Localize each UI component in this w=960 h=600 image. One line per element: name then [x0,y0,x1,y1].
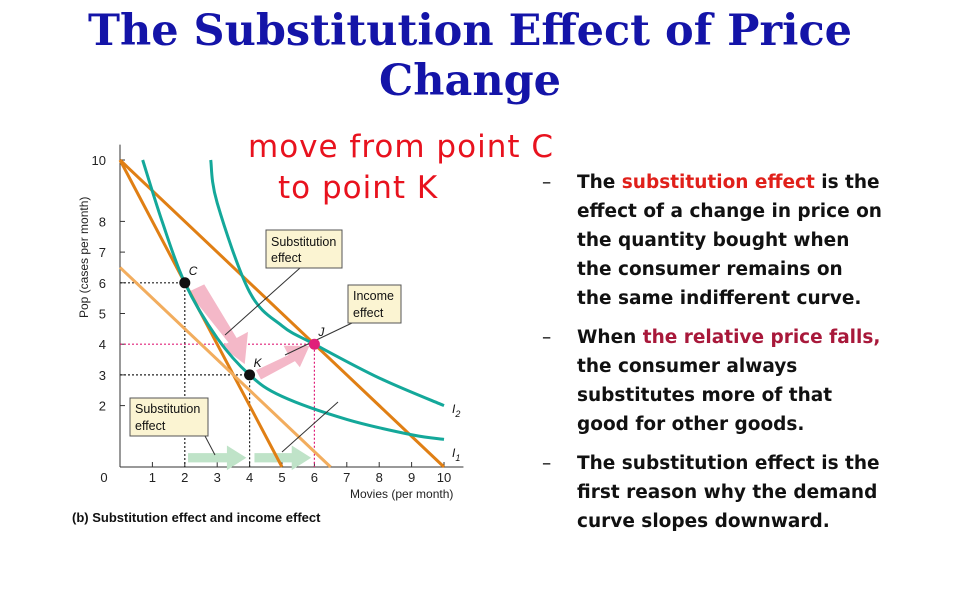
bullet-text: The [577,172,622,193]
leader-subst-top [224,267,301,336]
bullet-text: the consumer always substitutes more of … [577,356,833,435]
budget-line [118,266,332,469]
leader-income [284,322,353,356]
bullet-item: – The substitution effect is the effect o… [542,168,882,313]
bullet-text: The substitution effect is the first rea… [577,453,880,532]
income-effect-box: Income effect [347,284,402,324]
box-income-line2: effect [353,306,384,320]
leader-income-bottom [281,401,339,453]
green-arrow-1 [188,445,247,471]
guide-j [120,343,315,467]
box-bottom-line1: Substitution [135,402,200,416]
leader-subst-bottom [204,435,216,456]
pink-arrow-ck [188,284,248,365]
x-tick-label: 1 [149,470,156,485]
bullet-list: – The substitution effect is the effect o… [542,168,882,546]
y-tick-label: 5 [99,307,106,322]
y-tick-label: 4 [99,337,106,352]
y-tick-label: 6 [99,276,106,291]
budget-line [118,158,446,469]
point-c [179,277,191,289]
y-tick-label: 2 [99,399,106,414]
x-tick-label: 10 [437,470,451,485]
box-bottom-line2: effect [135,419,166,433]
box-top-line1: Substitution [271,235,336,249]
bullet-highlight: substitution effect [621,172,815,193]
x-tick-label: 0 [100,470,107,485]
bullet-item: – The substitution effect is the first re… [542,449,882,536]
x-axis-label: Movies (per month) [350,487,453,501]
x-tick-label: 2 [181,470,188,485]
substitution-effect-box-bottom: Substitution effect [129,397,209,437]
y-tick-label: 8 [99,214,106,229]
bullet-dash: – [542,172,552,193]
y-tick-label: 10 [92,153,106,168]
bullet-dash: – [542,453,552,474]
annotation-line2: to point K [278,170,438,206]
x-tick-label: 6 [311,470,318,485]
y-tick-label: 3 [99,368,106,383]
bullet-text: is the effect of a change in price on th… [577,172,882,309]
x-tick-label: 5 [278,470,285,485]
figure-caption: (b) Substitution effect and income effec… [72,510,321,525]
y-tick-label: 7 [99,245,106,260]
annotation-line1: move from point C [248,129,554,165]
x-tick-label: 3 [214,470,221,485]
box-top-line2: effect [271,251,302,265]
point-label-j: J [317,325,325,339]
green-arrow-2 [254,445,312,471]
pink-arrow-kj [256,345,310,380]
bullet-highlight: the relative price falls, [642,327,881,348]
slide-title: The Substitution Effect of Price Change [87,6,853,106]
point-k [244,369,256,381]
box-income-line1: Income [353,289,394,303]
x-tick-label: 8 [376,470,383,485]
point-label-k: K [254,356,263,370]
bullet-text: When [577,327,643,348]
point-label-c: C [189,264,198,278]
x-tick-label: 7 [343,470,350,485]
curve-label: I1 [452,446,460,463]
y-axis-label: Pop (cases per month) [77,197,91,318]
bullet-item: – When the relative price falls, the cons… [542,323,882,439]
plot-area: 0 1 2 3 4 5 6 7 8 9 10 2 3 4 5 6 7 8 10 C K J I2 I1 [92,144,464,485]
x-tick-label: 9 [408,470,415,485]
substitution-effect-box-top: Substitution effect [265,229,343,269]
point-j [308,338,320,350]
indifference-curve [209,159,445,407]
x-tick-label: 4 [246,470,253,485]
curve-label: I2 [452,402,460,419]
bullet-dash: – [542,327,552,348]
